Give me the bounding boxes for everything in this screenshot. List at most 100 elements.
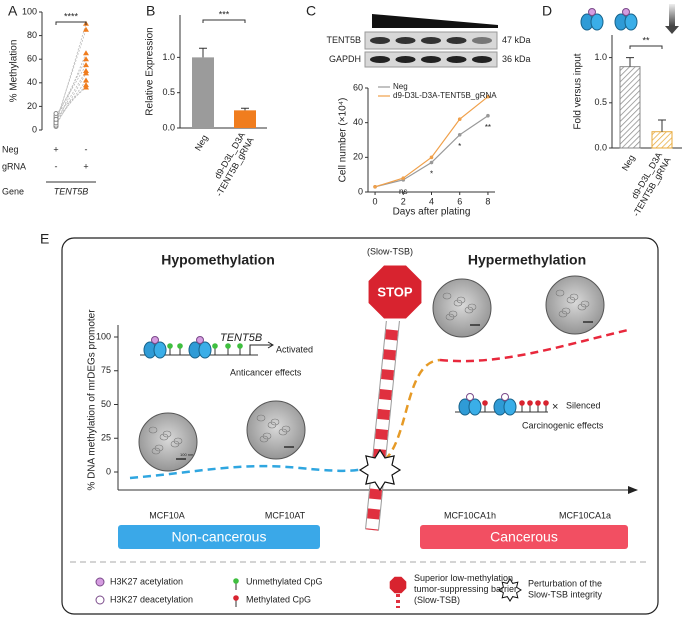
- group-label: Non-cancerous: [172, 529, 267, 545]
- point: [53, 116, 59, 122]
- curve-high: [439, 328, 629, 363]
- y-tick-label: 40: [353, 117, 363, 127]
- histone-mark: [588, 8, 596, 16]
- cpg: [527, 400, 533, 406]
- point: [83, 77, 89, 83]
- panel-label: A: [8, 3, 18, 19]
- tss-arrow: [249, 341, 274, 355]
- activated-label: Activated: [276, 344, 313, 354]
- cell: [154, 444, 164, 452]
- y-tick-label: 40: [27, 77, 37, 87]
- band: [472, 37, 492, 44]
- cpg: [543, 400, 549, 406]
- band: [395, 56, 416, 63]
- point: [373, 185, 377, 189]
- cell-line: MCF10CA1h: [444, 510, 496, 520]
- pair-line: [55, 70, 87, 121]
- pair-line: [55, 59, 87, 119]
- carcinogenic-label: Carcinogenic effects: [522, 420, 604, 430]
- stop-sign: [366, 263, 424, 321]
- legend-icon: [95, 595, 105, 605]
- y-tick-label: 60: [353, 82, 363, 92]
- cell: [569, 293, 579, 301]
- right-title: Hypermethylation: [468, 252, 586, 268]
- point: [83, 26, 89, 32]
- point: [53, 110, 59, 116]
- band: [370, 56, 390, 63]
- band: [446, 56, 467, 63]
- bar: [192, 57, 214, 128]
- y-tick-label: 0.0: [162, 122, 175, 132]
- legend-icon: [389, 576, 407, 594]
- cell: [467, 303, 477, 311]
- x-tick-label: 0: [373, 196, 378, 206]
- point: [83, 56, 89, 62]
- x-tick-label: Neg: [620, 153, 637, 172]
- error-bar: [626, 57, 634, 67]
- scale-bar-label: 100 nm: [180, 452, 194, 457]
- micrograph: [138, 412, 198, 472]
- left-title: Hypomethylation: [161, 252, 275, 268]
- y-axis-label: % Methylation: [9, 40, 20, 103]
- cell: [281, 425, 291, 433]
- significance-bracket: [202, 19, 246, 23]
- gradient-arrow-head: [665, 26, 679, 34]
- y-tick-label: 75: [101, 365, 111, 375]
- y-axis-label: % DNA methylation of mrDEGs promoter: [87, 309, 98, 491]
- text-line: Slow-TSB integrity: [528, 590, 603, 600]
- pair-line: [55, 23, 87, 125]
- annotation: *: [430, 170, 433, 179]
- band: [421, 37, 441, 44]
- anticancer-label: Anticancer effects: [230, 367, 302, 377]
- y-tick-label: 50: [101, 399, 111, 409]
- nucleosome: [503, 398, 517, 416]
- band: [395, 37, 416, 44]
- point: [401, 176, 406, 180]
- pair-line: [55, 87, 87, 114]
- y-tick-label: 0: [358, 186, 363, 196]
- legend-label: Methylated CpG: [246, 594, 311, 604]
- nucleosome: [198, 341, 212, 359]
- band: [446, 37, 467, 44]
- point: [429, 155, 434, 160]
- y-tick-label: 25: [101, 433, 111, 443]
- y-tick-label: 0.0: [594, 142, 607, 152]
- bar: [234, 110, 256, 128]
- point: [83, 62, 89, 68]
- micrograph: [432, 278, 492, 338]
- legend-label: Superior low-methylation tumor-suppressin…: [414, 573, 517, 605]
- micrograph: [246, 400, 306, 460]
- blot-label: GAPDH: [329, 54, 361, 64]
- stop-text: STOP: [377, 284, 412, 299]
- cpg: [225, 343, 231, 349]
- significance-label: **: [642, 35, 650, 45]
- gradient-arrow: [669, 4, 675, 26]
- y-tick-label: 80: [27, 30, 37, 40]
- panel-label: B: [146, 3, 155, 19]
- group-label: Cancerous: [490, 529, 558, 545]
- point: [457, 117, 462, 121]
- x-tick-label: 6: [457, 196, 462, 206]
- cell-line: MCF10AT: [265, 510, 306, 520]
- cell-line: MCF10CA1a: [559, 510, 611, 520]
- panel-label: C: [306, 3, 316, 19]
- histone-mark: [466, 393, 474, 401]
- panel-e-frame: [61, 237, 659, 615]
- group-box: [118, 525, 320, 549]
- legend-icon: [95, 577, 105, 587]
- gene-label: TENT5B: [54, 186, 89, 196]
- cpg: [482, 400, 488, 406]
- sign: +: [83, 161, 88, 171]
- histone-mark: [196, 336, 204, 344]
- histone-mark: [151, 336, 159, 344]
- blot-size: 47 kDa: [502, 35, 531, 45]
- y-tick-label: 0: [106, 466, 111, 476]
- y-tick-label: 20: [27, 101, 37, 111]
- cell: [173, 437, 183, 445]
- x-tick-label: d9-D3L_D3A-TENT5B_gRNA: [206, 131, 257, 199]
- annotation: **: [485, 123, 491, 132]
- y-tick-label: 1.0: [162, 52, 175, 62]
- histone-mark: [622, 8, 630, 16]
- y-tick-label: 60: [27, 54, 37, 64]
